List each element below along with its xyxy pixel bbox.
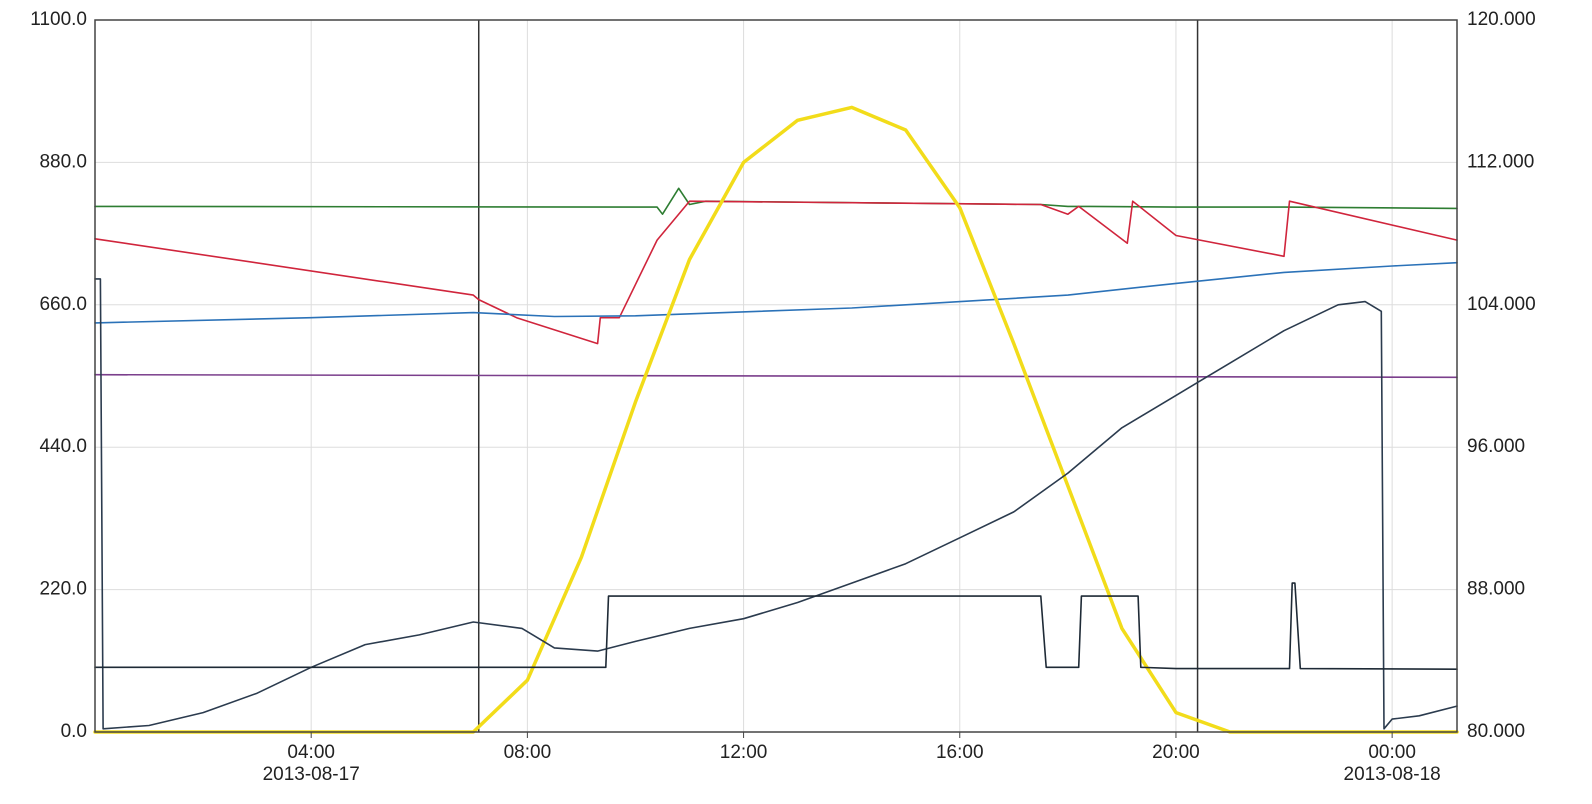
right-axis-ticks: 80.000 88.000 96.000 104.000 112.000 120.000	[1467, 9, 1536, 742]
series-line-3	[94, 261, 1458, 324]
left-tick-label: 220.0	[39, 579, 87, 600]
series-group	[93, 105, 1459, 734]
x-tick-label: 08:00	[504, 742, 552, 763]
left-tick-label: 440.0	[39, 436, 87, 457]
series-line-5	[93, 105, 1459, 734]
x-tick-label: 00:00	[1368, 742, 1416, 763]
right-tick-label: 88.000	[1467, 579, 1525, 600]
right-tick-label: 80.000	[1467, 721, 1525, 742]
series-line-4	[94, 373, 1458, 379]
left-tick-label: 880.0	[39, 151, 87, 172]
x-tick-label: 16:00	[936, 742, 984, 763]
plot-frame	[94, 19, 1458, 733]
left-tick-label: 0.0	[61, 721, 87, 742]
left-tick-label: 1100.0	[30, 9, 87, 30]
left-axis-ticks: 0.0 220.0 440.0 660.0 880.0 1100.0	[30, 9, 87, 742]
x-tick-date-label: 2013-08-18	[1344, 764, 1441, 785]
left-tick-label: 660.0	[39, 294, 87, 315]
x-tick-label: 12:00	[720, 742, 768, 763]
x-tick-label: 20:00	[1152, 742, 1200, 763]
series-line-6	[94, 278, 1458, 730]
right-tick-label: 104.000	[1467, 294, 1536, 315]
x-tick-label: 04:00	[287, 742, 335, 763]
series-line-7	[94, 582, 1458, 671]
x-tick-date-label: 2013-08-17	[263, 764, 360, 785]
right-tick-label: 112.000	[1467, 151, 1534, 172]
right-tick-label: 96.000	[1467, 436, 1525, 457]
right-tick-label: 120.000	[1467, 9, 1536, 30]
